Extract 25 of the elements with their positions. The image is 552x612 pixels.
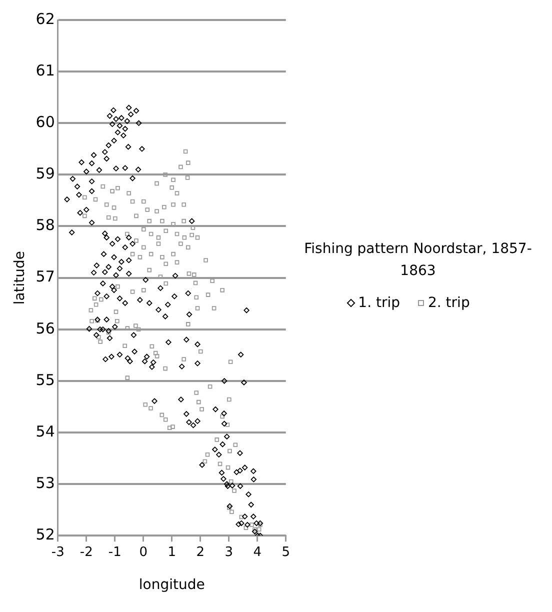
x-tick-label: 2	[196, 544, 205, 560]
y-tick-label: 58	[36, 216, 55, 234]
legend-label: 1. trip	[357, 295, 400, 311]
x-tick-label: -2	[80, 544, 93, 560]
legend-label: 2. trip	[427, 295, 470, 311]
y-axis-title: latitude	[12, 250, 28, 305]
y-tick-label: 59	[36, 164, 55, 183]
y-tick-label: 55	[36, 370, 55, 389]
x-tick-label: 5	[282, 544, 290, 560]
y-tick-label: 54	[36, 422, 55, 440]
y-tick-label: 60	[36, 113, 55, 132]
x-tick-label: -1	[108, 544, 122, 560]
x-tick-label: 0	[139, 544, 148, 560]
text: Fishing pattern Noordstar, 1857-1863	[303, 240, 533, 281]
x-tick-label: 4	[253, 544, 262, 560]
y-tick-label: 52	[36, 525, 55, 544]
x-tick-label: 1	[168, 544, 176, 560]
x-axis-title: longitude	[138, 577, 205, 594]
x-tick-label: -3	[51, 544, 64, 560]
y-tick-label: 62	[36, 10, 55, 28]
x-tick-label: 3	[224, 544, 234, 560]
y-tick-label: 53	[36, 474, 55, 492]
y-tick-label: 56	[36, 319, 55, 338]
y-tick-label: 61	[36, 61, 55, 80]
y-tick-label: 57	[36, 268, 55, 286]
